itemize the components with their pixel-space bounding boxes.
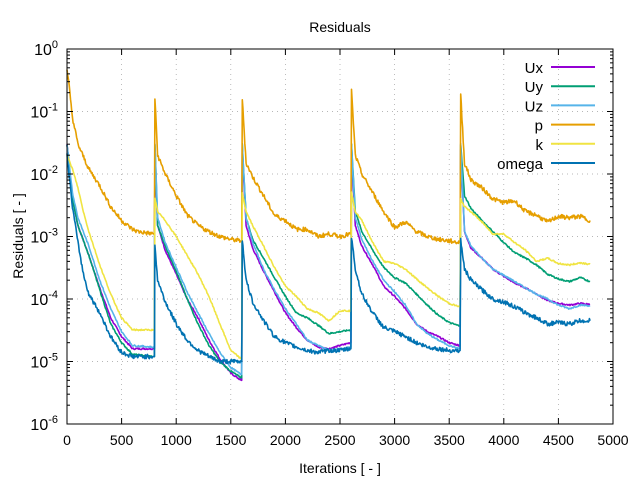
x-tick-label: 1500 <box>215 432 246 448</box>
series-line-Uz <box>66 142 591 376</box>
series-line-omega <box>66 153 591 365</box>
x-tick-label: 0 <box>63 432 71 448</box>
y-axis-title: Residuals [ - ] <box>10 193 26 279</box>
legend-label-Ux: Ux <box>525 60 544 77</box>
chart-title: Residuals <box>309 19 370 35</box>
legend-label-omega: omega <box>497 156 544 173</box>
x-tick-label: 1000 <box>161 432 192 448</box>
y-tick-label: 10-5 <box>30 352 58 372</box>
series-line-Ux <box>66 144 591 382</box>
x-tick-label: 4500 <box>543 432 574 448</box>
legend-label-p: p <box>535 118 543 135</box>
x-tick-label: 4000 <box>488 432 519 448</box>
axis-ticks <box>66 48 614 425</box>
x-tick-label: 500 <box>110 432 134 448</box>
x-axis-title: Iterations [ - ] <box>299 460 381 476</box>
x-tick-label: 3000 <box>379 432 410 448</box>
y-tick-label: 10-6 <box>30 414 58 434</box>
legend: Ux Uy Uz pk omega <box>497 60 595 173</box>
y-tick-label: 10-3 <box>30 227 58 247</box>
y-tick-label: 100 <box>34 39 58 59</box>
series-line-Uy <box>66 142 591 379</box>
x-tick-label: 2000 <box>270 432 301 448</box>
y-tick-label: 10-1 <box>30 102 58 122</box>
x-tick-label: 5000 <box>597 432 628 448</box>
legend-label-Uz: Uz <box>525 98 543 115</box>
legend-label-Uy: Uy <box>525 79 544 96</box>
series-line-k <box>66 154 591 360</box>
x-tick-labels: 0 500 1000 1500 2000 2500 3000 3500 4000 4500 5000 <box>63 432 629 448</box>
x-tick-label: 3500 <box>434 432 465 448</box>
grid <box>67 49 613 424</box>
y-tick-labels: 10-6 10-5 10-4 10-3 10-2 10-1 100 <box>30 39 58 434</box>
y-tick-label: 10-4 <box>30 289 58 309</box>
plot-series <box>66 69 591 382</box>
y-tick-label: 10-2 <box>30 164 58 184</box>
x-tick-label: 2500 <box>324 432 355 448</box>
legend-label-k: k <box>536 137 544 154</box>
series-line-p <box>66 69 591 245</box>
